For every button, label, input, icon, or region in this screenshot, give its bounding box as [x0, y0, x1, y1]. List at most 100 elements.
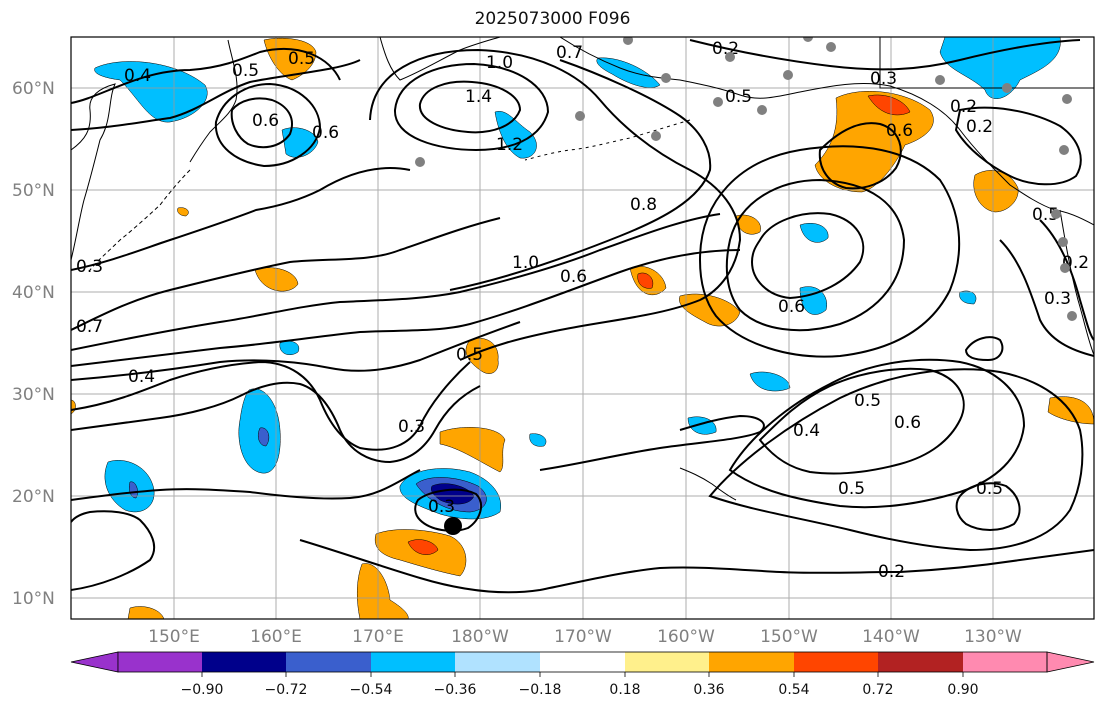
contour-label: 0.3 — [870, 69, 897, 89]
lon-label: 140°W — [862, 627, 920, 647]
contour-label: 0.5 — [232, 61, 259, 81]
colorbar-segment — [371, 652, 455, 672]
coastlines — [71, 37, 1094, 501]
aleutian-islands — [524, 119, 691, 161]
colorbar-tick-label: −0.90 — [181, 682, 224, 698]
contour-label: 0.6 — [894, 413, 921, 433]
lat-label: 10°N — [12, 589, 55, 609]
contour-label: 0.6 — [252, 111, 279, 131]
kuril-islands — [89, 169, 191, 271]
contour-label: 0.5 — [838, 479, 865, 499]
station-dot — [1058, 237, 1068, 247]
colorbar-segment — [540, 652, 625, 672]
station-dot — [826, 42, 836, 52]
colorbar-tick-label: 0.90 — [947, 682, 978, 698]
contour-label: 0.6 — [312, 123, 339, 143]
storm-center-marker — [444, 517, 462, 535]
lon-label: 160°W — [657, 627, 715, 647]
lon-label: 160°E — [250, 627, 302, 647]
colorbar-segment — [709, 652, 794, 672]
contour-label: 1.0 — [512, 253, 539, 273]
blue-anomaly-patch — [529, 433, 547, 447]
contour-label: 1.2 — [496, 135, 523, 155]
station-dot — [713, 97, 723, 107]
contour-label: 0.7 — [76, 317, 103, 337]
orange-anomaly-patch — [439, 427, 506, 473]
contour-label: 0.8 — [630, 195, 657, 215]
colorbar-tick-label: 0.72 — [862, 682, 893, 698]
hawaii-islands — [679, 467, 737, 501]
station-dot — [1059, 145, 1069, 155]
blue-anomaly-patch — [799, 222, 829, 243]
contour-label: 0.4 — [793, 421, 820, 441]
station-dots — [415, 37, 1077, 321]
station-dot — [803, 37, 813, 42]
longitude-labels: 150°E 160°E 170°E 180°W 170°W 160°W 150°… — [148, 627, 1022, 647]
station-dot — [725, 52, 735, 62]
contour-label: 1.4 — [465, 87, 492, 107]
blue-anomaly-patch — [129, 481, 138, 499]
station-dot — [661, 73, 671, 83]
contour-label: 0.3 — [428, 497, 455, 517]
blue-anomaly-patch — [799, 286, 828, 315]
colorbar-tick-label: −0.36 — [434, 682, 477, 698]
shaded-anomaly-layer — [71, 37, 1094, 619]
orange-anomaly-patch — [407, 539, 439, 555]
station-dot — [757, 105, 767, 115]
colorbar-segment — [625, 652, 709, 672]
colorbar-segment — [286, 652, 371, 672]
orange-anomaly-patch — [177, 207, 189, 217]
lat-label: 40°N — [12, 283, 55, 303]
lon-label: 180°W — [451, 627, 509, 647]
blue-anomaly-patch — [258, 427, 270, 447]
station-dot — [1002, 83, 1012, 93]
map-title: 2025073000 F096 — [474, 9, 631, 29]
lon-label: 170°W — [554, 627, 612, 647]
alaska-coastline — [559, 37, 1094, 226]
colorbar-tick-label: −0.54 — [350, 682, 393, 698]
orange-anomaly-patch — [973, 170, 1019, 213]
contour-label: 0.4 — [128, 367, 155, 387]
contour-label: 0.5 — [725, 87, 752, 107]
contour-label: 0.3 — [398, 417, 425, 437]
contour-label: 0.7 — [556, 43, 583, 63]
lon-label: 150°E — [148, 627, 200, 647]
contour-label: 0.5 — [976, 479, 1003, 499]
lon-label: 170°E — [352, 627, 404, 647]
orange-anomaly-patch — [867, 94, 911, 116]
station-dot — [1060, 263, 1070, 273]
colorbar-tick-label: −0.18 — [519, 682, 562, 698]
plot-frame — [70, 36, 1095, 620]
west-coast-coastline — [1059, 209, 1094, 356]
lon-label: 150°W — [760, 627, 818, 647]
contour-label: 0.6 — [778, 297, 805, 317]
blue-anomaly-patch — [749, 371, 791, 392]
orange-anomaly-patch — [1047, 396, 1094, 425]
blue-anomaly-patch — [94, 61, 208, 123]
colorbar: −0.90 −0.72 −0.54 −0.36 −0.18 0.18 0.36 … — [70, 651, 1095, 698]
contour-label: 0.5 — [1032, 205, 1059, 225]
colorbar-tick-label: −0.72 — [265, 682, 308, 698]
contour-label: 0.5 — [288, 49, 315, 69]
colorbar-segment — [118, 652, 202, 672]
colorbar-segment — [202, 652, 286, 672]
lat-label: 20°N — [12, 487, 55, 507]
station-dot — [935, 75, 945, 85]
orange-anomaly-patch — [637, 272, 654, 289]
contour-label: 0.5 — [456, 345, 483, 365]
lat-label: 60°N — [12, 79, 55, 99]
station-dot — [415, 157, 425, 167]
contour-label: 0.2 — [950, 97, 977, 117]
latitude-labels: 60°N 50°N 40°N 30°N 20°N 10°N — [12, 79, 55, 609]
arctic-coastline — [379, 37, 501, 81]
lat-label: 50°N — [12, 181, 55, 201]
station-dot — [623, 37, 633, 45]
station-dot — [575, 111, 585, 121]
orange-anomaly-patch — [814, 91, 934, 193]
colorbar-segment — [878, 652, 963, 672]
contour-label: 0.3 — [1044, 289, 1071, 309]
colorbar-segment — [455, 652, 540, 672]
station-dot — [783, 70, 793, 80]
blue-anomaly-patch — [939, 37, 1061, 99]
